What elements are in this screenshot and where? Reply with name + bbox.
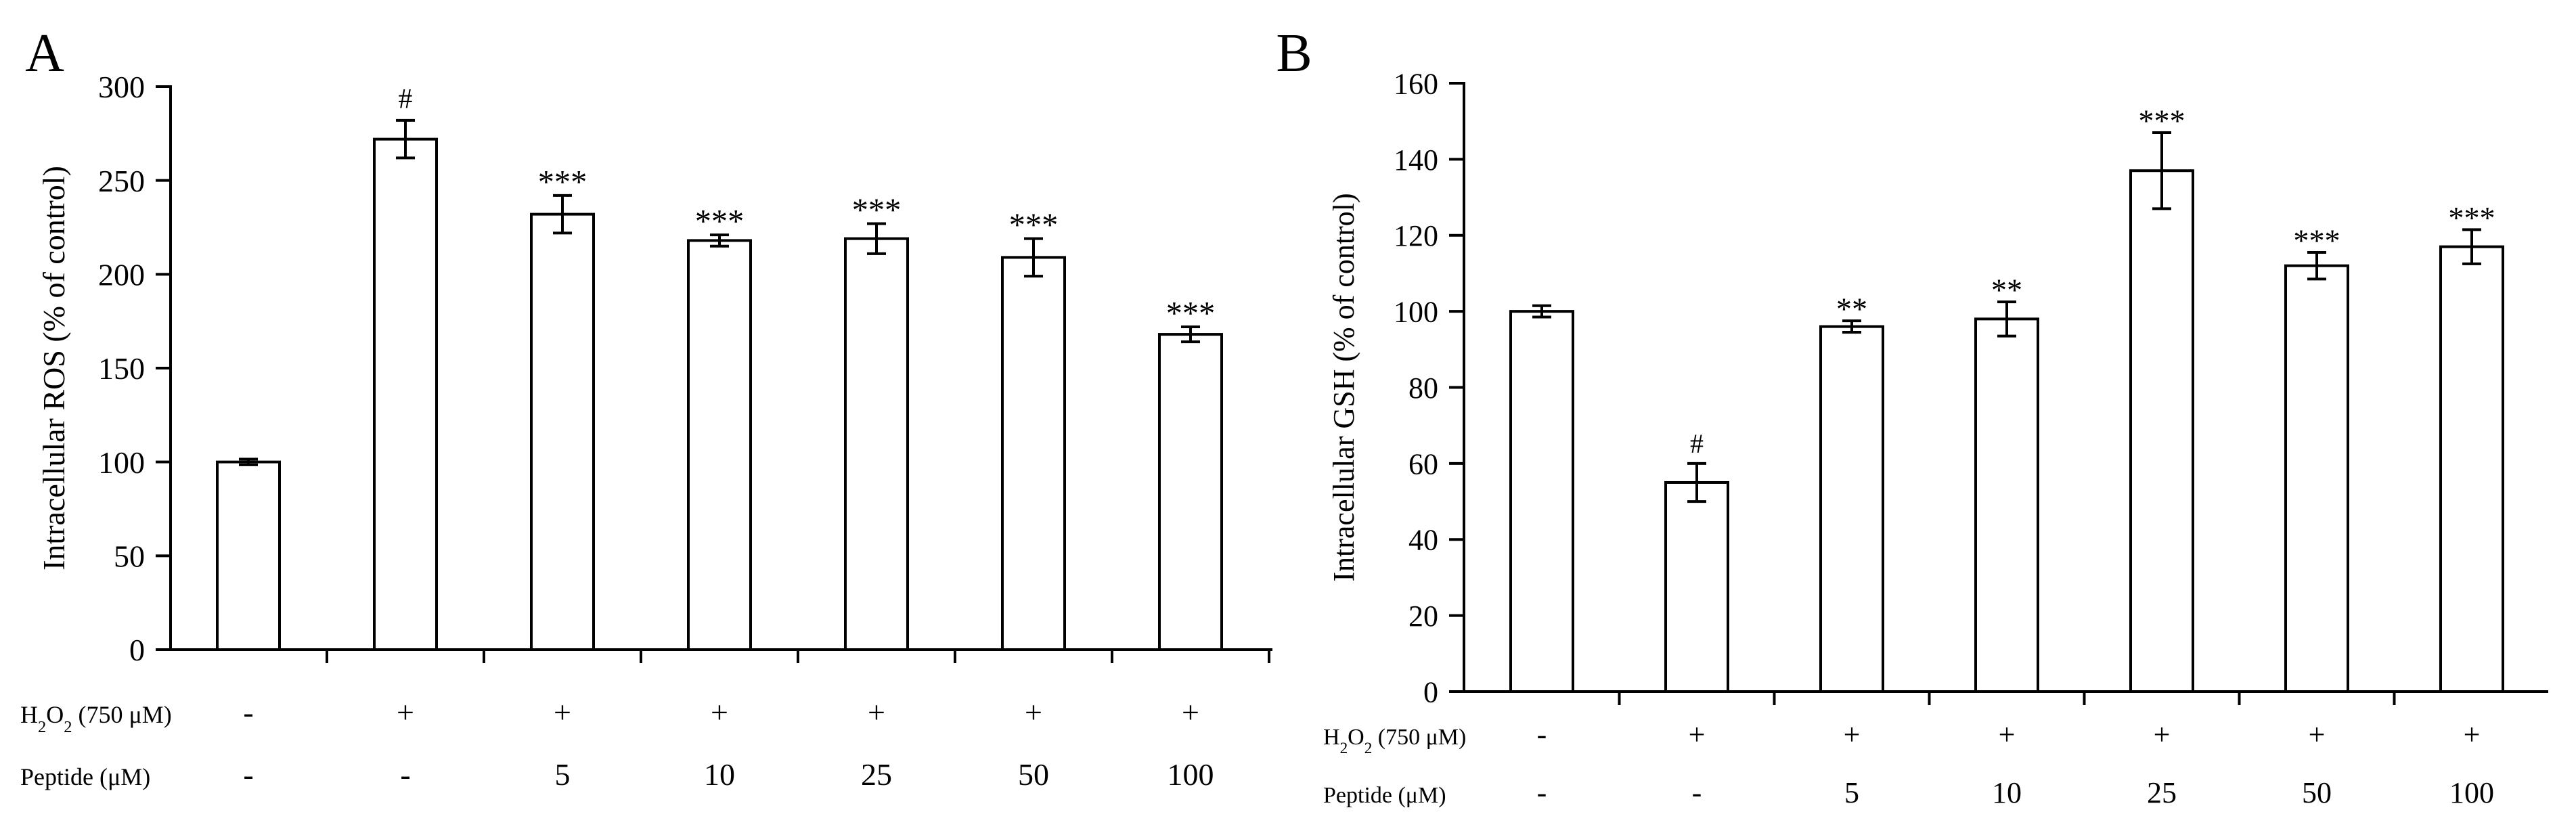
row-value: + xyxy=(868,695,885,729)
y-tick-label: 40 xyxy=(1408,524,1438,557)
row-value: - xyxy=(243,695,253,729)
significance-stars: *** xyxy=(1166,296,1216,332)
row-value: - xyxy=(400,757,410,792)
row-value: + xyxy=(1999,718,2016,751)
panel-label: B xyxy=(1276,24,1312,83)
panel-label: A xyxy=(25,24,64,83)
row-value: 100 xyxy=(1168,757,1214,792)
chart-panel-a: A 0 50 100 150 200 250 300 Intracellular ROS (% … xyxy=(20,24,1272,792)
row-value: 50 xyxy=(1018,757,1049,792)
significance-stars: *** xyxy=(2138,104,2185,138)
row-value: + xyxy=(397,695,414,729)
bar xyxy=(1001,256,1066,651)
y-tick-label: 140 xyxy=(1394,143,1438,177)
significance-stars: *** xyxy=(2293,223,2340,258)
row-value: 10 xyxy=(1992,776,2022,809)
y-tick-label: 160 xyxy=(1394,67,1438,100)
bar xyxy=(2439,245,2504,693)
bar xyxy=(2284,264,2349,693)
bar xyxy=(530,212,595,651)
row-value: 5 xyxy=(1844,776,1859,809)
y-axis-title: Intracellular ROS (% of control) xyxy=(37,166,71,570)
significance-stars: *** xyxy=(1009,208,1059,244)
significance-stars: *** xyxy=(695,204,745,240)
row-value: - xyxy=(1537,718,1547,751)
row-label: Peptide (μM) xyxy=(1323,783,1446,808)
row-value: 50 xyxy=(2302,776,2332,809)
row-value: + xyxy=(1844,718,1861,751)
significance-stars: *** xyxy=(852,192,902,228)
bar xyxy=(373,137,438,652)
y-tick-label: 150 xyxy=(98,351,145,386)
y-tick-label: 100 xyxy=(1394,296,1438,329)
bar xyxy=(1974,317,2039,693)
row-value: + xyxy=(554,695,571,729)
row-value: 10 xyxy=(704,757,735,792)
y-axis-title: Intracellular GSH (% of control) xyxy=(1327,193,1360,581)
y-tick-label: 60 xyxy=(1408,447,1438,480)
y-tick-label: 100 xyxy=(98,445,145,480)
row-value: + xyxy=(1025,695,1042,729)
bar xyxy=(2129,169,2194,693)
row-value: + xyxy=(711,695,728,729)
y-tick-label: 0 xyxy=(129,633,145,667)
bar xyxy=(844,237,909,651)
row-value: + xyxy=(2464,718,2481,751)
significance-stars: ** xyxy=(1836,292,1867,326)
row-value: 25 xyxy=(2147,776,2177,809)
y-tick-label: 50 xyxy=(114,539,145,573)
y-tick-label: 20 xyxy=(1408,600,1438,633)
y-tick-label: 250 xyxy=(98,164,145,198)
bar xyxy=(1819,325,1884,694)
row-value: 5 xyxy=(555,757,571,792)
y-tick-label: 200 xyxy=(98,257,145,292)
row-value: + xyxy=(1182,695,1199,729)
significance-stars: ** xyxy=(1991,273,2022,307)
y-tick-label: 0 xyxy=(1423,675,1438,708)
y-tick-label: 120 xyxy=(1394,219,1438,252)
row-value: + xyxy=(2309,718,2326,751)
row-value: - xyxy=(1692,776,1702,809)
bar xyxy=(1509,310,1574,693)
row-value: - xyxy=(243,757,253,792)
significance-hash: # xyxy=(399,84,413,115)
row-value: 100 xyxy=(2449,776,2494,809)
bar xyxy=(1664,480,1729,693)
significance-stars: *** xyxy=(2448,200,2495,235)
bar xyxy=(216,460,281,652)
row-label: H2O2 (750 μM) xyxy=(1323,725,1466,757)
row-value: 25 xyxy=(861,757,892,792)
significance-stars: *** xyxy=(538,164,587,200)
bar xyxy=(687,239,752,651)
row-label: Peptide (μM) xyxy=(20,763,150,790)
row-value: + xyxy=(2154,718,2171,751)
significance-hash: # xyxy=(1690,428,1704,459)
y-tick-label: 300 xyxy=(98,70,145,104)
row-value: - xyxy=(1537,776,1547,809)
chart-panel-b: B 0 20 40 60 80 100 120 140 160 Intracellular GSH … xyxy=(1276,24,2548,809)
row-label: H2O2 (750 μM) xyxy=(20,701,172,736)
y-tick-label: 80 xyxy=(1408,372,1438,405)
row-value: + xyxy=(1689,718,1706,751)
bar xyxy=(1158,333,1223,651)
